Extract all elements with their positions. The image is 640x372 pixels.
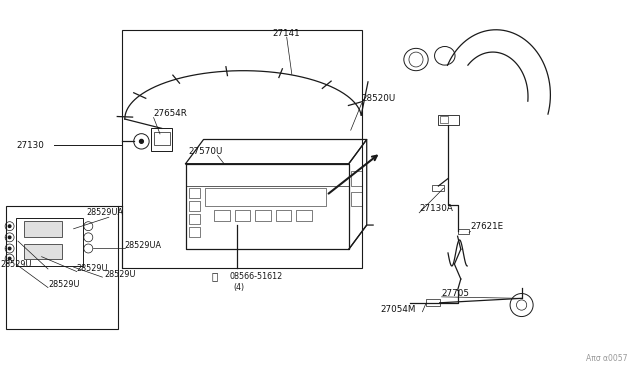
Text: 27705: 27705 (442, 289, 470, 298)
Bar (189, 201, 200, 211)
Text: 28520U: 28520U (362, 94, 396, 103)
Bar (16, 218, 83, 266)
Text: (4): (4) (234, 283, 244, 292)
Bar (432, 185, 444, 191)
Bar (235, 210, 250, 221)
Text: Aπσ α0057: Aπσ α0057 (586, 355, 627, 363)
Text: 28529U: 28529U (0, 260, 31, 269)
Bar (351, 192, 362, 206)
Text: 27654R: 27654R (154, 109, 188, 118)
Text: 27570U: 27570U (189, 147, 223, 156)
Text: 27130: 27130 (16, 141, 44, 150)
Bar (6, 206, 118, 329)
Text: Ⓢ: Ⓢ (211, 271, 218, 281)
Text: 28529U: 28529U (77, 264, 108, 273)
Text: 28529U: 28529U (48, 280, 79, 289)
Bar (24, 244, 62, 259)
Bar (205, 188, 326, 206)
Bar (458, 229, 469, 234)
Bar (440, 116, 448, 123)
Text: 28529UA: 28529UA (86, 208, 124, 217)
Bar (122, 30, 362, 268)
Bar (296, 210, 312, 221)
Circle shape (8, 236, 11, 238)
Bar (189, 214, 200, 224)
Text: 27141: 27141 (272, 29, 300, 38)
Text: 28529UA: 28529UA (125, 241, 162, 250)
Bar (154, 132, 170, 145)
Text: 27130A: 27130A (419, 204, 453, 213)
Circle shape (8, 225, 11, 227)
Bar (426, 299, 440, 306)
Circle shape (8, 247, 11, 250)
Bar (151, 128, 172, 151)
Text: 27054M: 27054M (381, 305, 416, 314)
Text: 27621E: 27621E (470, 222, 504, 231)
Bar (276, 210, 291, 221)
Bar (24, 221, 62, 237)
Bar (438, 115, 459, 125)
Text: 28529U: 28529U (104, 270, 136, 279)
Circle shape (8, 257, 11, 260)
Bar (214, 210, 230, 221)
Bar (255, 210, 271, 221)
Bar (351, 171, 362, 186)
Text: 08566-51612: 08566-51612 (229, 272, 282, 280)
Bar (189, 188, 200, 198)
Bar (189, 227, 200, 237)
Circle shape (140, 140, 143, 143)
